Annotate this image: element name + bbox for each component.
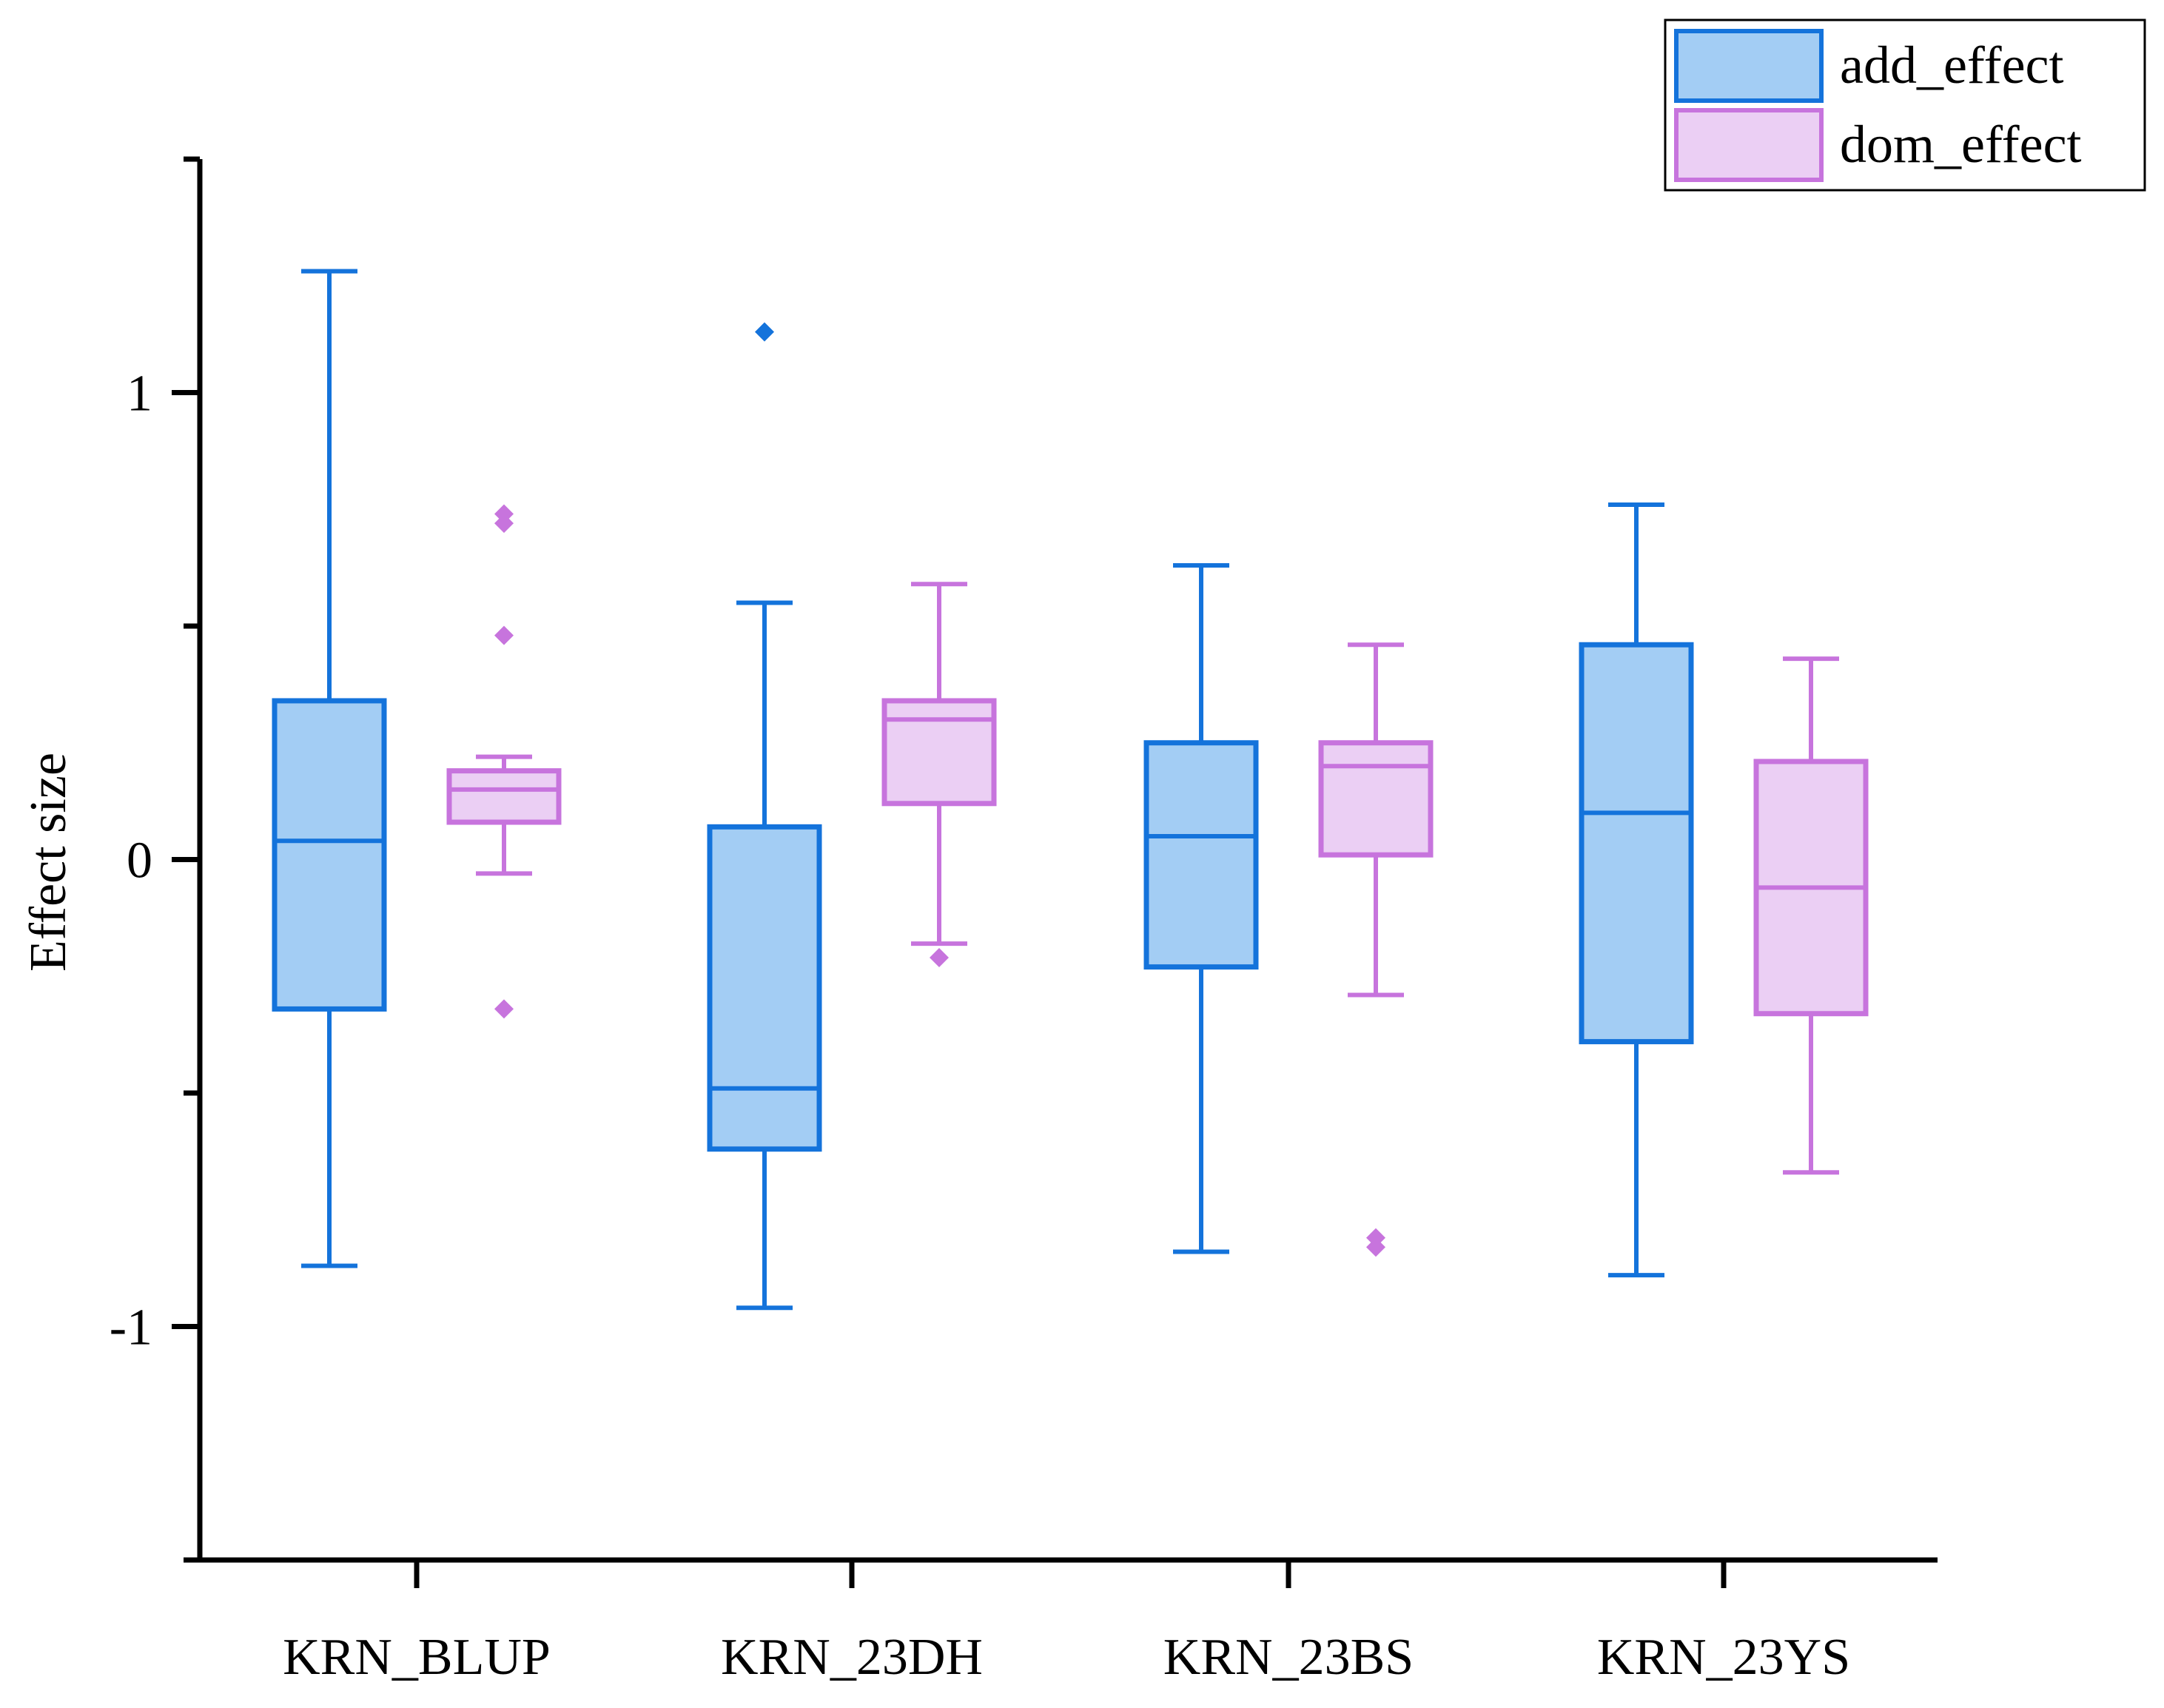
x-tick-label: KRN_23DH xyxy=(721,1629,983,1686)
dom_effect-box-KRN_23DH xyxy=(881,582,997,968)
outlier-point xyxy=(1366,1237,1385,1257)
iqr-box xyxy=(707,824,822,1152)
x-tick-label: KRN_23YS xyxy=(1597,1629,1850,1686)
dom_effect-box-KRN_BLUP xyxy=(446,504,562,1019)
iqr-box xyxy=(446,768,562,825)
y-tick-label: -1 xyxy=(110,1300,152,1356)
outlier-point xyxy=(755,322,774,342)
outlier-point xyxy=(494,625,514,645)
iqr-box xyxy=(1143,740,1259,970)
y-axis-label: Effect size xyxy=(20,753,77,972)
boxes-group xyxy=(272,269,1869,1311)
x-tick-label: KRN_23BS xyxy=(1163,1629,1414,1686)
legend-label-add_effect: add_effect xyxy=(1840,36,2063,95)
y-tick-label: 0 xyxy=(127,833,152,890)
add_effect-box-KRN_BLUP xyxy=(272,269,387,1268)
iqr-box xyxy=(881,698,997,807)
dom_effect-box-KRN_23BS xyxy=(1318,642,1434,1257)
y-tick-label: 1 xyxy=(127,366,152,423)
add_effect-box-KRN_23YS xyxy=(1579,502,1694,1278)
x-tick-label: KRN_BLUP xyxy=(283,1629,551,1686)
legend-swatch-dom_effect xyxy=(1674,108,1824,182)
outlier-point xyxy=(930,948,949,968)
outlier-point xyxy=(494,514,514,534)
axes-group: -1 0 1 KRN_BLUP KRN_23DH KRN_23BS KRN_23YS xyxy=(110,156,1938,1686)
add_effect-box-KRN_23DH xyxy=(707,322,822,1311)
legend-label-dom_effect: dom_effect xyxy=(1840,115,2082,174)
iqr-box xyxy=(1318,740,1434,858)
add_effect-box-KRN_23BS xyxy=(1143,562,1259,1254)
dom_effect-box-KRN_23YS xyxy=(1753,656,1869,1175)
legend: add_effect dom_effect xyxy=(1664,19,2146,192)
legend-swatch-add_effect xyxy=(1674,29,1824,103)
outlier-point xyxy=(494,999,514,1019)
iqr-box xyxy=(1579,642,1694,1045)
iqr-box xyxy=(272,698,387,1012)
